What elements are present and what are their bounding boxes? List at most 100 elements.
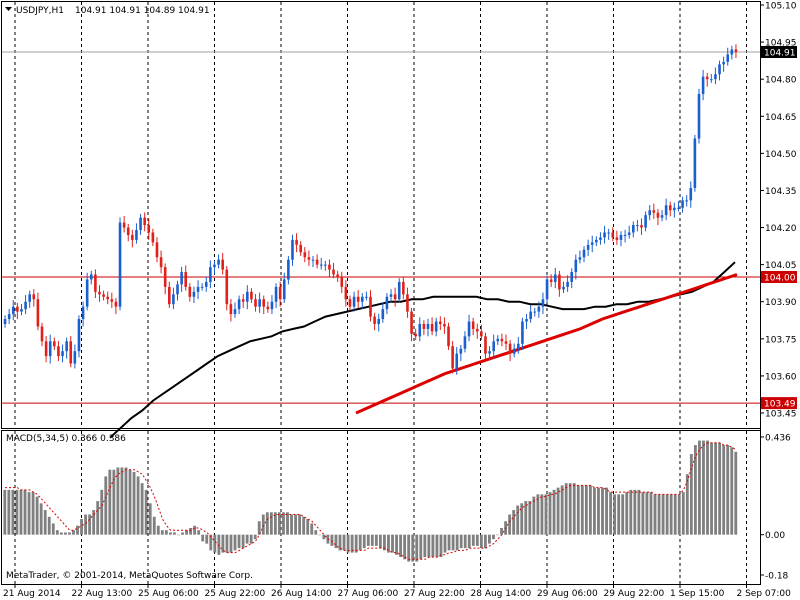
macd-histogram-bar bbox=[423, 534, 427, 558]
macd-histogram-bar bbox=[730, 447, 734, 535]
macd-histogram-bar bbox=[63, 532, 67, 535]
macd-histogram-bar bbox=[528, 501, 532, 535]
level-price-tag-label: 104.00 bbox=[764, 274, 796, 284]
macd-histogram-bar bbox=[532, 496, 536, 535]
candle-body bbox=[681, 200, 684, 208]
macd-histogram-bar bbox=[217, 534, 221, 555]
candle-body bbox=[447, 326, 450, 347]
price-tick-label: 103.75 bbox=[765, 335, 797, 345]
candle-body bbox=[512, 348, 516, 354]
price-tick-label: 104.65 bbox=[765, 113, 797, 123]
macd-histogram-bar bbox=[459, 534, 463, 549]
candle-body bbox=[586, 244, 590, 250]
candle-body bbox=[463, 336, 467, 349]
macd-tick-label: 0.00 bbox=[765, 531, 785, 541]
macd-histogram-bar bbox=[245, 534, 249, 544]
macd-histogram-bar bbox=[100, 489, 104, 535]
candle-body bbox=[24, 301, 27, 310]
candle-body bbox=[385, 296, 389, 310]
macd-histogram-bar bbox=[597, 487, 600, 535]
time-tick-label: 27 Aug 22:00 bbox=[404, 589, 465, 599]
macd-histogram-bar bbox=[3, 489, 7, 535]
candle-body bbox=[705, 76, 709, 80]
macd-histogram-bar bbox=[681, 492, 685, 535]
macd-histogram-bar bbox=[653, 494, 657, 535]
candle-body bbox=[714, 74, 717, 80]
macd-histogram-bar bbox=[544, 494, 548, 535]
macd-histogram-bar bbox=[399, 534, 403, 558]
candle-body bbox=[303, 252, 307, 258]
macd-histogram-bar bbox=[387, 534, 390, 553]
candle-body bbox=[163, 267, 167, 287]
macd-histogram-bar bbox=[269, 512, 273, 535]
macd-histogram-bar bbox=[168, 532, 172, 535]
macd-histogram-bar bbox=[693, 445, 697, 535]
macd-histogram-bar bbox=[128, 469, 132, 535]
macd-histogram-bar bbox=[391, 534, 394, 553]
candle-body bbox=[48, 341, 52, 357]
main-plot-frame bbox=[1, 1, 761, 429]
macd-histogram-bar bbox=[467, 534, 471, 549]
macd-histogram-bar bbox=[213, 534, 217, 553]
dropdown-triangle-icon[interactable] bbox=[5, 7, 12, 11]
candle-body bbox=[434, 321, 438, 332]
macd-histogram-bar bbox=[237, 534, 241, 549]
candle-body bbox=[319, 264, 323, 266]
candle-body bbox=[562, 286, 565, 290]
macd-histogram-bar bbox=[706, 440, 709, 535]
macd-histogram-bar bbox=[164, 530, 168, 535]
candle-body bbox=[730, 49, 734, 55]
candle-body bbox=[701, 76, 705, 95]
macd-histogram-bar bbox=[116, 467, 120, 535]
macd-histogram-bar bbox=[290, 514, 293, 535]
macd-histogram-bar bbox=[427, 534, 431, 558]
macd-histogram-bar bbox=[249, 534, 253, 544]
candle-body bbox=[102, 294, 105, 297]
candle-body bbox=[155, 242, 159, 258]
price-tick-label: 104.05 bbox=[765, 261, 797, 271]
candle-body bbox=[590, 242, 594, 245]
candle-body bbox=[508, 343, 512, 354]
candle-body bbox=[85, 279, 89, 307]
macd-histogram-bar bbox=[136, 476, 140, 535]
candle-body bbox=[467, 321, 471, 337]
price-tick-label: 104.80 bbox=[765, 76, 797, 86]
macd-histogram-bar bbox=[451, 534, 455, 551]
candle-body bbox=[636, 225, 639, 227]
candle-body bbox=[32, 294, 36, 300]
macd-histogram-bar bbox=[88, 514, 92, 535]
candle-body bbox=[504, 341, 508, 344]
macd-histogram-bar bbox=[512, 510, 516, 535]
candle-body bbox=[377, 319, 381, 324]
macd-histogram-bar bbox=[661, 494, 665, 535]
candle-body bbox=[332, 269, 335, 275]
candle-body bbox=[57, 346, 60, 357]
candle-body bbox=[262, 299, 266, 307]
candle-body bbox=[3, 319, 7, 324]
candle-body bbox=[61, 351, 64, 357]
candle-body bbox=[451, 346, 454, 369]
macd-histogram-bar bbox=[629, 489, 633, 535]
macd-histogram-bar bbox=[253, 534, 257, 540]
candle-body bbox=[480, 331, 483, 337]
candle-body bbox=[324, 264, 327, 266]
macd-histogram-bar bbox=[621, 494, 625, 535]
candle-body bbox=[615, 237, 619, 240]
candle-body bbox=[159, 257, 163, 268]
macd-histogram-bar bbox=[710, 442, 713, 535]
moving-average-line-black bbox=[109, 261, 736, 439]
time-tick-label: 27 Aug 06:00 bbox=[338, 589, 399, 599]
candle-body bbox=[11, 306, 15, 315]
macd-histogram-bar bbox=[209, 534, 213, 551]
macd-histogram-bar bbox=[120, 467, 124, 535]
candle-body bbox=[143, 217, 146, 226]
candle-body bbox=[221, 259, 224, 270]
candle-body bbox=[81, 306, 85, 320]
candle-body bbox=[406, 294, 409, 312]
macd-histogram-bar bbox=[572, 483, 576, 535]
macd-histogram-bar bbox=[35, 496, 39, 535]
candle-body bbox=[545, 279, 549, 300]
candle-body bbox=[344, 286, 348, 300]
candle-body bbox=[213, 264, 216, 268]
